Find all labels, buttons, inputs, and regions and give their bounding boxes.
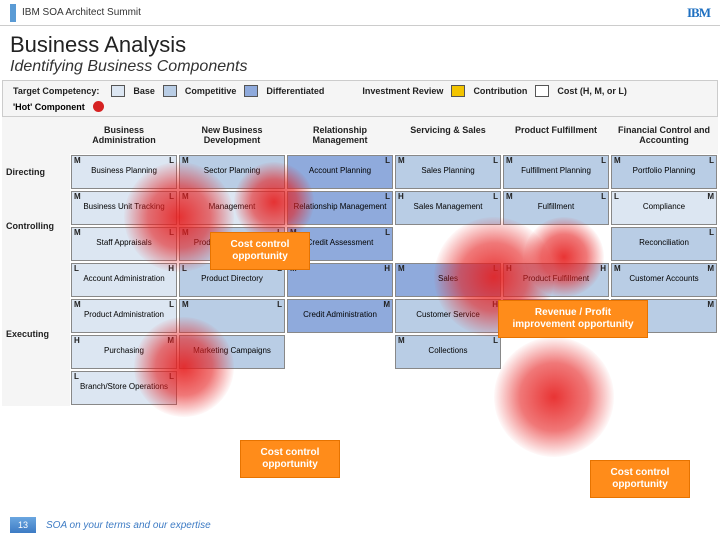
header-bar: IBM SOA Architect Summit IBM [0, 0, 720, 26]
matrix-cell: MLSales [395, 263, 501, 297]
legend-row-1: Target Competency: Base Competitive Diff… [13, 85, 707, 97]
legend-base: Base [133, 86, 155, 96]
matrix: Business Administration New Business Dev… [2, 117, 718, 406]
row-header: Directing [2, 154, 70, 190]
callout-rev: Revenue / Profit improvement opportunity [498, 300, 648, 338]
legend-comp: Competitive [185, 86, 237, 96]
legend-contribution: Contribution [473, 86, 527, 96]
page-subtitle: Identifying Business Components [0, 58, 720, 80]
legend-cost: Cost (H, M, or L) [557, 86, 627, 96]
ibm-logo: IBM [687, 5, 710, 21]
matrix-cell: MLFulfillment [503, 191, 609, 225]
matrix-cell: MLPortfolio Planning [611, 155, 717, 189]
callout-cc1: Cost control opportunity [210, 232, 310, 270]
swatch-base [111, 85, 125, 97]
matrix-cell: HHProduct Fulfillment [503, 263, 609, 297]
matrix-cell: MLStaff Appraisals [71, 227, 177, 261]
matrix-cell: MLSales Planning [395, 155, 501, 189]
matrix-cell: LReconciliation [611, 227, 717, 261]
legend-investment: Investment Review [362, 86, 443, 96]
col-4: Product Fulfillment [502, 117, 610, 154]
matrix-cell: LAccount Planning [287, 155, 393, 189]
page-number: 13 [10, 517, 36, 533]
matrix-cell: MSector Planning [179, 155, 285, 189]
matrix-cell: MLCollections [395, 335, 501, 369]
footer-text: SOA on your terms and our expertise [46, 520, 211, 531]
matrix-cell: HMPurchasing [71, 335, 177, 369]
matrix-cell: LHAccount Administration [71, 263, 177, 297]
matrix-cell: MLBusiness Planning [71, 155, 177, 189]
matrix-cell: LMCompliance [611, 191, 717, 225]
footer: 13 SOA on your terms and our expertise [0, 514, 720, 536]
matrix-cell: MMCustomer Accounts [611, 263, 717, 297]
header-accent [10, 4, 16, 22]
matrix-cell: HLSales Management [395, 191, 501, 225]
col-2: Relationship Management [286, 117, 394, 154]
legend: Target Competency: Base Competitive Diff… [2, 80, 718, 117]
summit-title: IBM SOA Architect Summit [22, 7, 141, 18]
swatch-comp [163, 85, 177, 97]
col-5: Financial Control and Accounting [610, 117, 718, 154]
swatch-inv [451, 85, 465, 97]
col-1: New Business Development [178, 117, 286, 154]
row-header: Controlling [2, 190, 70, 262]
col-headers: Business Administration New Business Dev… [2, 117, 718, 154]
callout-cc3: Cost control opportunity [590, 460, 690, 498]
swatch-cost [535, 85, 549, 97]
matrix-cell: MManagement [179, 191, 285, 225]
col-3: Servicing & Sales [394, 117, 502, 154]
row-header: Executing [2, 262, 70, 406]
target-label: Target Competency: [13, 86, 99, 96]
matrix-cell: ML [179, 299, 285, 333]
matrix-cell: MCredit Administration [287, 299, 393, 333]
callout-cc2: Cost control opportunity [240, 440, 340, 478]
page-title: Business Analysis [0, 26, 720, 58]
matrix-cell: MLProduct Administration [71, 299, 177, 333]
legend-diff: Differentiated [266, 86, 324, 96]
matrix-cell: LRelationship Management [287, 191, 393, 225]
header-title-wrap: IBM SOA Architect Summit [10, 4, 141, 22]
matrix-cell: MLFulfillment Planning [503, 155, 609, 189]
matrix-cell: MLBusiness Unit Tracking [71, 191, 177, 225]
swatch-diff [244, 85, 258, 97]
legend-row-2: 'Hot' Component [13, 101, 707, 112]
matrix-cell: HCustomer Service [395, 299, 501, 333]
hot-label: 'Hot' Component [13, 102, 85, 112]
matrix-cell: LLBranch/Store Operations [71, 371, 177, 405]
matrix-cell: Marketing Campaigns [179, 335, 285, 369]
hot-dot-icon [93, 101, 104, 112]
col-0: Business Administration [70, 117, 178, 154]
grid-body: DirectingMLBusiness PlanningMSector Plan… [2, 154, 718, 406]
